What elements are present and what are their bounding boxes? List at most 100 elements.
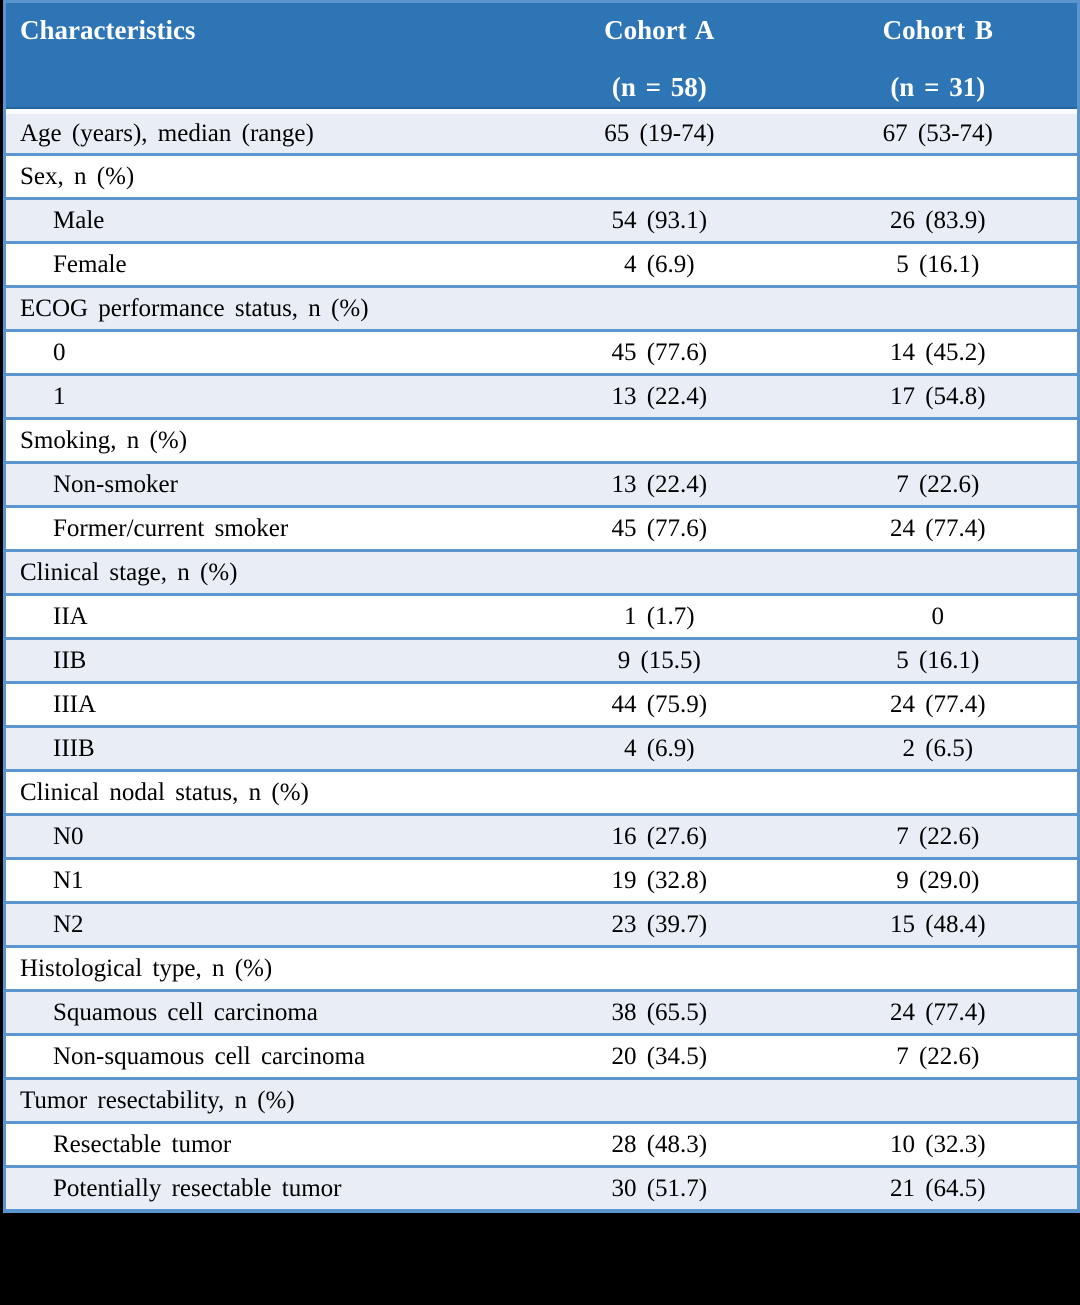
row-label: Non-smoker <box>6 461 521 505</box>
cohort-a-value: 38 (65.5) <box>520 989 799 1033</box>
table-row: Tumor resectability, n (%) <box>6 1077 1077 1121</box>
cohort-a-value <box>520 153 799 197</box>
cohort-a-value: 16 (27.6) <box>520 813 799 857</box>
row-label: 1 <box>6 373 521 417</box>
table-row: Potentially resectable tumor 30 (51.7) 21 … <box>6 1165 1077 1209</box>
table-row: Histological type, n (%) <box>6 945 1077 989</box>
cohort-b-value: 5 (16.1) <box>798 637 1077 681</box>
cohort-b-value <box>798 417 1077 461</box>
cohort-b-value: 17 (54.8) <box>798 373 1077 417</box>
row-label: N1 <box>6 857 521 901</box>
cohort-b-value: 9 (29.0) <box>798 857 1077 901</box>
table-row: Sex, n (%) <box>6 153 1077 197</box>
cohort-a-value: 4 (6.9) <box>520 241 799 285</box>
column-header-characteristics: Characteristics <box>6 3 521 109</box>
table-row: Non-smoker 13 (22.4) 7 (22.6) <box>6 461 1077 505</box>
row-label: IIA <box>6 593 521 637</box>
row-label: 0 <box>6 329 521 373</box>
row-label: ECOG performance status, n (%) <box>6 285 521 329</box>
characteristics-table: Characteristics Cohort A (n = 58) Cohort… <box>6 3 1077 1209</box>
row-label: IIIA <box>6 681 521 725</box>
table-row: N1 19 (32.8) 9 (29.0) <box>6 857 1077 901</box>
cohort-a-value: 54 (93.1) <box>520 197 799 241</box>
cohort-a-value: 44 (75.9) <box>520 681 799 725</box>
cohort-a-value: 13 (22.4) <box>520 461 799 505</box>
cohort-a-value: 23 (39.7) <box>520 901 799 945</box>
table-row: Former/current smoker 45 (77.6) 24 (77.4) <box>6 505 1077 549</box>
cohort-a-value <box>520 549 799 593</box>
column-header-label: Characteristics <box>20 15 196 45</box>
cohort-b-value: 5 (16.1) <box>798 241 1077 285</box>
table-body: Age (years), median (range) 65 (19-74) 67 … <box>6 109 1077 1209</box>
cohort-a-value: 4 (6.9) <box>520 725 799 769</box>
row-label: Clinical nodal status, n (%) <box>6 769 521 813</box>
table-row: 0 45 (77.6) 14 (45.2) <box>6 329 1077 373</box>
column-header-cohort-b: Cohort B (n = 31) <box>798 3 1077 109</box>
row-label: Tumor resectability, n (%) <box>6 1077 521 1121</box>
cohort-a-value: 45 (77.6) <box>520 505 799 549</box>
table-row: Resectable tumor 28 (48.3) 10 (32.3) <box>6 1121 1077 1165</box>
row-label: Clinical stage, n (%) <box>6 549 521 593</box>
cohort-a-value: 19 (32.8) <box>520 857 799 901</box>
table-row: IIA 1 (1.7) 0 <box>6 593 1077 637</box>
table-row: Female 4 (6.9) 5 (16.1) <box>6 241 1077 285</box>
cohort-b-value: 24 (77.4) <box>798 681 1077 725</box>
table-row: N0 16 (27.6) 7 (22.6) <box>6 813 1077 857</box>
cohort-a-value: 1 (1.7) <box>520 593 799 637</box>
cohort-a-value <box>520 945 799 989</box>
row-label: Non-squamous cell carcinoma <box>6 1033 521 1077</box>
row-label: Sex, n (%) <box>6 153 521 197</box>
row-label: N0 <box>6 813 521 857</box>
row-label: Smoking, n (%) <box>6 417 521 461</box>
row-label: IIB <box>6 637 521 681</box>
cohort-b-value: 7 (22.6) <box>798 461 1077 505</box>
cohort-a-value <box>520 1077 799 1121</box>
cohort-b-value <box>798 153 1077 197</box>
column-header-label: Cohort A <box>604 15 715 45</box>
table-header: Characteristics Cohort A (n = 58) Cohort… <box>6 3 1077 109</box>
row-label: Histological type, n (%) <box>6 945 521 989</box>
cohort-a-value: 30 (51.7) <box>520 1165 799 1209</box>
row-label: N2 <box>6 901 521 945</box>
cohort-b-value <box>798 549 1077 593</box>
cohort-a-value <box>520 417 799 461</box>
row-label: Former/current smoker <box>6 505 521 549</box>
cohort-a-value: 9 (15.5) <box>520 637 799 681</box>
cohort-b-value <box>798 769 1077 813</box>
cohort-b-value: 21 (64.5) <box>798 1165 1077 1209</box>
cohort-b-value: 24 (77.4) <box>798 505 1077 549</box>
column-header-sublabel: (n = 31) <box>890 72 986 102</box>
table-row: 1 13 (22.4) 17 (54.8) <box>6 373 1077 417</box>
column-header-label: Cohort B <box>882 15 993 45</box>
cohort-a-value <box>520 769 799 813</box>
table-row: Squamous cell carcinoma 38 (65.5) 24 (77.4… <box>6 989 1077 1033</box>
table-row: Clinical nodal status, n (%) <box>6 769 1077 813</box>
row-label: Potentially resectable tumor <box>6 1165 521 1209</box>
cohort-a-value: 65 (19-74) <box>520 109 799 153</box>
table-row: Male 54 (93.1) 26 (83.9) <box>6 197 1077 241</box>
table-row: ECOG performance status, n (%) <box>6 285 1077 329</box>
row-label: Age (years), median (range) <box>6 109 521 153</box>
cohort-b-value: 0 <box>798 593 1077 637</box>
column-header-sublabel: (n = 58) <box>611 72 707 102</box>
table-row: IIIA 44 (75.9) 24 (77.4) <box>6 681 1077 725</box>
table-row: Age (years), median (range) 65 (19-74) 67 … <box>6 109 1077 153</box>
table-row: Non-squamous cell carcinoma 20 (34.5) 7 (2… <box>6 1033 1077 1077</box>
cohort-b-value: 7 (22.6) <box>798 813 1077 857</box>
row-label: IIIB <box>6 725 521 769</box>
cohort-b-value: 10 (32.3) <box>798 1121 1077 1165</box>
cohort-b-value: 2 (6.5) <box>798 725 1077 769</box>
cohort-b-value <box>798 285 1077 329</box>
cohort-a-value <box>520 285 799 329</box>
cohort-a-value: 20 (34.5) <box>520 1033 799 1077</box>
cohort-b-value: 14 (45.2) <box>798 329 1077 373</box>
cohort-a-value: 13 (22.4) <box>520 373 799 417</box>
column-header-cohort-a: Cohort A (n = 58) <box>520 3 799 109</box>
cohort-a-value: 28 (48.3) <box>520 1121 799 1165</box>
cohort-b-value <box>798 1077 1077 1121</box>
cohort-b-value <box>798 945 1077 989</box>
cohort-b-value: 26 (83.9) <box>798 197 1077 241</box>
cohort-b-value: 15 (48.4) <box>798 901 1077 945</box>
table-row: IIIB 4 (6.9) 2 (6.5) <box>6 725 1077 769</box>
